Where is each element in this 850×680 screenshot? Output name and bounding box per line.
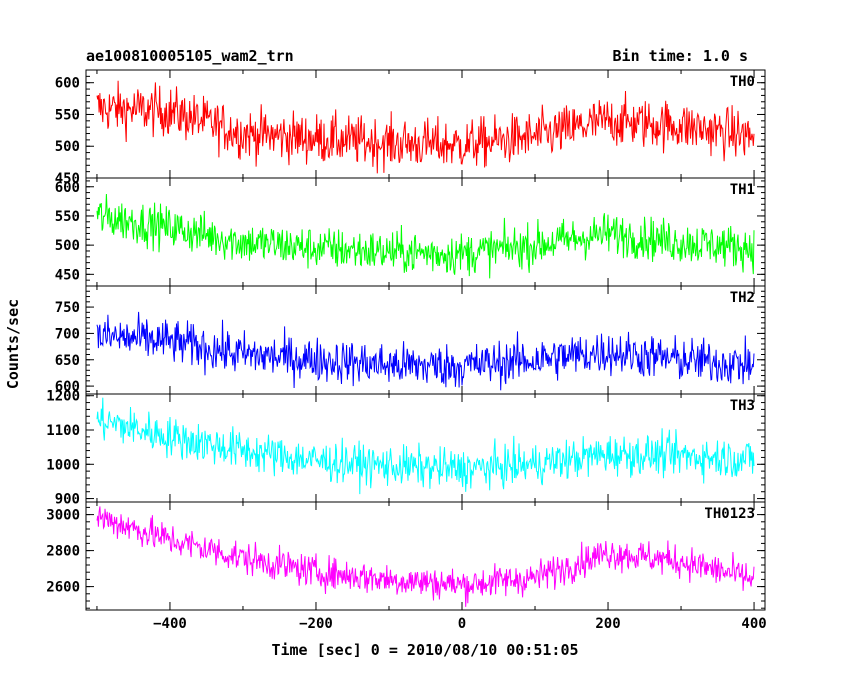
y-tick-label: 1200 [46,389,80,405]
x-axis-label: Time [sec] 0 = 2010/08/10 00:51:05 [271,641,578,659]
y-tick-label: 600 [55,76,80,92]
bin-time-label: Bin time: 1.0 s [613,47,748,65]
y-tick-label: 450 [55,267,80,283]
y-tick-label: 700 [55,326,80,342]
series-line-th3 [96,397,755,495]
panel-th3: TH3 900 1000 1100 1200 [46,389,766,508]
series-label-th0123: TH0123 [704,506,755,522]
panel-th2: TH2 600 650 700 750 [55,285,766,395]
y-tick-label: 600 [55,180,80,196]
y-tick-label: 3000 [46,508,80,524]
y-tick-label: 600 [55,379,80,395]
x-tick-label: 400 [741,616,766,632]
chart-title: ae100810005105_wam2_trn [86,47,294,65]
series-line-th0 [96,80,755,174]
panel-frame [85,501,766,611]
series-label-th1: TH1 [730,182,755,198]
y-tick-label: 500 [55,139,80,155]
series-line-th2 [96,311,755,391]
x-tick-label: 0 [458,616,466,632]
x-tick-label: 200 [595,616,620,632]
series-line-th1 [96,193,755,279]
panel-th1: TH1 450 500 550 600 [55,177,766,287]
x-axis: −400 −200 0 200 400 [153,616,767,632]
panel-frame [85,393,766,503]
series-label-th0: TH0 [730,74,755,90]
panel-th0: TH0 450 500 550 600 [55,69,766,187]
x-tick-label: −400 [153,616,187,632]
series-label-th2: TH2 [730,290,755,306]
y-tick-label: 450 [55,171,80,187]
y-tick-label: 550 [55,107,80,123]
panel-th0123: TH0123 2600 2800 3000 [46,501,766,611]
y-tick-label: 750 [55,300,80,316]
y-tick-label: 550 [55,209,80,225]
y-tick-label: 650 [55,353,80,369]
y-tick-label: 900 [55,492,80,508]
y-tick-label: 1100 [46,423,80,439]
panels-group: TH0 450 500 550 600 TH1 450 500 550 600 TH2 600 650 7… [46,69,766,611]
series-line-th0123 [96,506,755,607]
y-tick-label: 1000 [46,457,80,473]
y-tick-label: 500 [55,238,80,254]
y-tick-label: 2800 [46,544,80,560]
series-label-th3: TH3 [730,398,755,414]
y-tick-label: 2600 [46,580,80,596]
y-axis-label: Counts/sec [4,299,22,389]
x-tick-label: −200 [299,616,333,632]
